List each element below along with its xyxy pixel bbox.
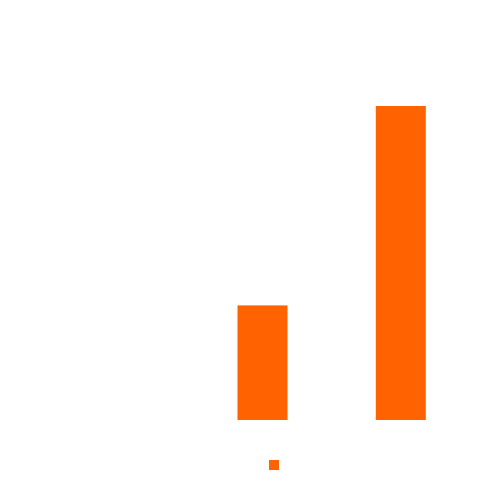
bars-group — [237, 106, 426, 420]
legend-swatch — [269, 460, 279, 470]
legend — [269, 460, 279, 470]
bar-1 — [237, 305, 288, 420]
bar-2 — [375, 106, 426, 420]
